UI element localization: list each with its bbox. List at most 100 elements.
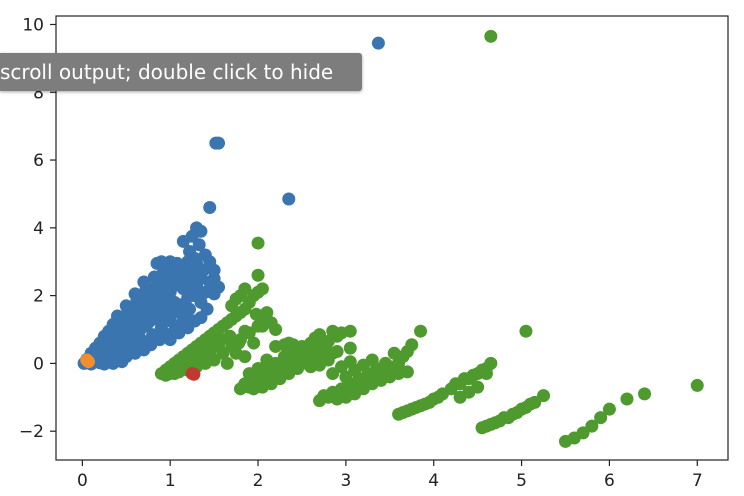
scatter-point-series-3 — [170, 361, 184, 375]
scroll-output-tooltip[interactable]: scroll output; double click to hide — [0, 53, 362, 91]
x-tick-label: 1 — [165, 471, 176, 491]
scatter-point-series-3 — [326, 367, 340, 381]
scatter-point-series-1 — [97, 357, 111, 371]
scatter-point-series-1 — [194, 224, 208, 238]
scatter-point-series-1 — [371, 36, 385, 50]
scatter-point-series-1 — [203, 200, 217, 214]
scatter-point-series-3 — [343, 341, 357, 355]
scatter-point-series-3 — [484, 29, 498, 43]
scatter-point-series-4 — [185, 367, 199, 381]
scatter-point-series-1 — [154, 255, 168, 269]
scatter-point-series-3 — [229, 292, 243, 306]
scatter-point-series-3 — [365, 353, 379, 367]
scatter-point-series-3 — [159, 368, 173, 382]
scatter-point-series-1 — [207, 263, 221, 277]
x-tick-label: 2 — [253, 471, 264, 491]
scatter-point-series-3 — [313, 328, 327, 342]
scatter-point-series-3 — [247, 382, 261, 396]
scatter-point-series-1 — [159, 285, 173, 299]
scatter-point-series-3 — [242, 367, 256, 381]
scatter-point-series-3 — [519, 324, 533, 338]
scatter-point-series-3 — [638, 387, 652, 401]
scatter-point-series-3 — [602, 402, 616, 416]
scatter-point-series-1 — [168, 295, 182, 309]
y-tick-label: −2 — [19, 422, 44, 442]
scatter-point-series-3 — [269, 323, 283, 337]
scatter-point-series-3 — [523, 397, 537, 411]
scatter-point-series-3 — [286, 338, 300, 352]
scatter-point-series-1 — [156, 311, 170, 325]
y-tick-label: 2 — [33, 287, 44, 307]
scatter-point-series-3 — [400, 365, 414, 379]
scatter-point-series-3 — [387, 346, 401, 360]
scatter-point-series-3 — [220, 356, 234, 370]
scatter-point-series-3 — [576, 426, 590, 440]
y-tick-label: 6 — [33, 151, 44, 171]
scatter-point-series-3 — [247, 336, 261, 350]
y-tick-label: 10 — [22, 15, 44, 35]
scatter-point-series-3 — [431, 390, 445, 404]
tooltip-text: scroll output; double click to hide — [0, 60, 334, 84]
scatter-point-series-3 — [690, 378, 704, 392]
scatter-point-series-3 — [594, 411, 608, 425]
scatter-point-series-3 — [238, 282, 252, 296]
scatter-point-series-1 — [141, 307, 155, 321]
scatter-point-series-3 — [484, 356, 498, 370]
scatter-point-series-1 — [282, 192, 296, 206]
y-tick-label: 0 — [33, 354, 44, 374]
scatter-point-series-3 — [238, 350, 252, 364]
y-tick-label: 8 — [33, 83, 44, 103]
scatter-point-series-3 — [317, 350, 331, 364]
scatter-point-series-1 — [172, 326, 186, 340]
scatter-point-series-1 — [124, 324, 138, 338]
x-tick-label: 0 — [77, 471, 88, 491]
scatter-point-series-3 — [343, 324, 357, 338]
scatter-point-series-1 — [115, 355, 129, 369]
y-tick-label: 4 — [33, 219, 44, 239]
scatter-point-series-3 — [383, 370, 397, 384]
scatter-point-series-3 — [260, 353, 274, 367]
scatter-point-series-3 — [255, 282, 269, 296]
scatter-point-series-3 — [479, 367, 493, 381]
scatter-point-series-1 — [137, 275, 151, 289]
scatter-point-series-1 — [128, 287, 142, 301]
scatter-point-series-3 — [251, 236, 265, 250]
x-tick-label: 6 — [604, 471, 615, 491]
x-tick-label: 5 — [516, 471, 527, 491]
x-tick-label: 3 — [340, 471, 351, 491]
scatter-point-series-3 — [620, 392, 634, 406]
x-tick-label: 4 — [428, 471, 439, 491]
scatter-point-series-1 — [119, 299, 133, 313]
scatter-point-series-3 — [537, 389, 551, 403]
scatter-point-series-1 — [132, 314, 146, 328]
y-axis: −2 0 2 4 6 8 10 — [19, 15, 56, 442]
scatter-point-series-1 — [147, 270, 161, 284]
scatter-point-series-3 — [378, 356, 392, 370]
scatter-point-series-1 — [150, 295, 164, 309]
x-axis: 0 1 2 3 4 5 6 7 — [77, 460, 703, 491]
scatter-point-series-2 — [82, 355, 96, 369]
scatter-point-series-3 — [334, 360, 348, 374]
scatter-point-series-3 — [471, 380, 485, 394]
scatter-point-series-1 — [163, 333, 177, 347]
scatter-point-series-1 — [181, 272, 195, 286]
scatter-point-series-1 — [181, 255, 195, 269]
scatter-point-series-3 — [238, 324, 252, 338]
scatter-point-series-1 — [102, 338, 116, 352]
scatter-point-series-1 — [212, 136, 226, 150]
scatter-point-series-3 — [330, 392, 344, 406]
scatter-point-series-3 — [414, 324, 428, 338]
scatter-point-series-3 — [330, 345, 344, 359]
x-tick-label: 7 — [692, 471, 703, 491]
scatter-point-series-3 — [326, 324, 340, 338]
scatter-point-series-3 — [232, 336, 246, 350]
scatter-point-series-3 — [405, 338, 419, 352]
scatter-point-series-3 — [179, 353, 193, 367]
data-points — [77, 29, 704, 448]
scatter-point-series-3 — [339, 370, 353, 384]
scatter-point-series-1 — [192, 238, 206, 252]
scatter-point-series-1 — [212, 280, 226, 294]
scatter-point-series-3 — [251, 268, 265, 282]
scatter-point-series-3 — [585, 419, 599, 433]
